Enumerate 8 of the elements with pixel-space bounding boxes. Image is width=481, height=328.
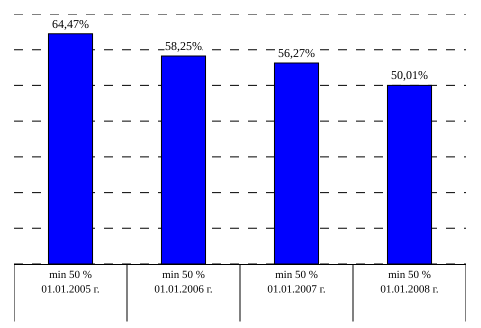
- x-tick-label: min 50 % 01.01.2007 г.: [267, 269, 326, 296]
- data-label: 56,27%: [278, 46, 315, 60]
- data-label: 50,01%: [391, 68, 428, 82]
- data-label: 58,25%: [165, 39, 202, 53]
- data-label: 64,47%: [52, 17, 89, 31]
- x-tick-label: min 50 % 01.01.2006 г.: [154, 269, 213, 296]
- x-tick-label: min 50 % 01.01.2008 г.: [380, 269, 439, 296]
- x-tick-label: min 50 % 01.01.2005 г.: [41, 269, 100, 296]
